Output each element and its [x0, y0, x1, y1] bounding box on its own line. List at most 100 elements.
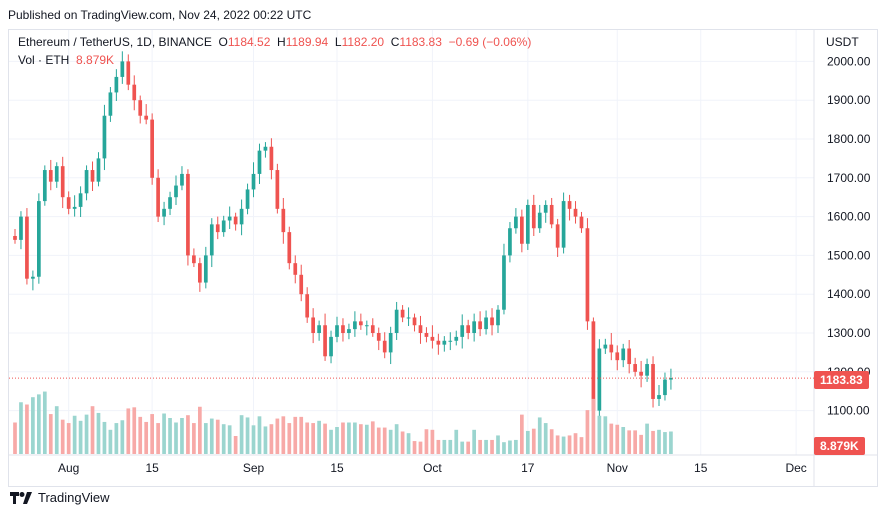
candle	[341, 325, 345, 333]
candle	[31, 276, 35, 279]
candle	[114, 76, 119, 93]
volume-bar	[25, 404, 29, 454]
candle	[263, 146, 268, 151]
volume-bar	[669, 431, 673, 454]
candle	[19, 216, 23, 240]
volume-bar	[561, 436, 566, 454]
volume-bar	[418, 441, 423, 454]
volume-bar	[353, 422, 357, 454]
volume-bar	[239, 415, 244, 454]
volume-bar	[496, 435, 500, 454]
low-label: L	[334, 35, 342, 49]
candle	[651, 364, 655, 399]
volume-bar	[72, 415, 77, 454]
tradingview-logo-icon	[10, 491, 32, 504]
candle	[257, 150, 262, 174]
volume-bar	[305, 422, 310, 454]
volume-bar	[388, 429, 393, 454]
candle	[531, 204, 536, 229]
low-value: 1182.20	[341, 35, 385, 49]
candle	[102, 115, 107, 159]
candle	[329, 336, 333, 357]
volume-bar	[370, 421, 375, 454]
candle	[323, 325, 327, 357]
candle	[502, 255, 506, 310]
candle	[669, 378, 673, 380]
candle	[364, 325, 369, 327]
volume-bar	[621, 427, 626, 454]
high-label: H	[277, 35, 286, 49]
candle	[138, 100, 143, 116]
volume-bar	[537, 417, 542, 454]
price-chart[interactable]: 1100.001200.001300.001400.001500.001600.…	[9, 30, 878, 486]
volume-bar	[651, 430, 655, 454]
candle	[430, 336, 435, 341]
candle	[543, 204, 548, 213]
volume-bar	[215, 419, 220, 454]
candle	[317, 325, 321, 333]
candle	[144, 115, 149, 120]
y-tick-label: 1800.00	[827, 132, 871, 146]
volume-bar	[263, 426, 268, 454]
volume-bar	[549, 429, 554, 454]
volume-bar	[84, 414, 89, 454]
volume-bar	[13, 422, 17, 454]
volume-bar	[394, 424, 399, 454]
volume-bar	[132, 407, 137, 454]
x-tick-label: 15	[694, 461, 708, 475]
currency-unit[interactable]: USDT	[826, 35, 859, 49]
y-tick-label: 1900.00	[827, 93, 871, 107]
volume-bar	[275, 418, 280, 454]
chart-frame	[8, 29, 878, 487]
volume-bar	[502, 442, 506, 454]
volume-bar	[567, 435, 572, 454]
volume-bar	[114, 423, 119, 454]
volume-bar	[412, 441, 417, 454]
candle	[633, 364, 637, 372]
volume-bar	[597, 415, 602, 454]
tradingview-brand[interactable]: TradingView	[10, 490, 110, 505]
volume-bar	[645, 423, 649, 454]
candle	[251, 173, 256, 190]
volume-bar	[525, 430, 530, 454]
candle	[60, 166, 65, 198]
candle	[555, 224, 560, 248]
x-tick-label: 15	[330, 461, 344, 475]
candle	[126, 61, 131, 85]
open-label: O	[218, 35, 228, 49]
candle	[221, 220, 226, 233]
candle	[174, 185, 178, 198]
candle	[227, 216, 232, 221]
candle	[287, 232, 292, 264]
symbol-label[interactable]: Ethereum / TetherUS, 1D, BINANCE	[18, 35, 212, 49]
x-tick-label: Dec	[785, 461, 806, 475]
candle	[627, 348, 632, 365]
volume-bar	[472, 429, 476, 454]
candle	[370, 325, 375, 333]
volume-bar	[299, 416, 304, 454]
candle	[621, 348, 626, 361]
volume-bar	[329, 429, 333, 454]
volume-bar	[48, 414, 53, 454]
y-tick-label: 1600.00	[827, 210, 871, 224]
volume-bar	[454, 429, 459, 454]
y-tick-label: 1700.00	[827, 171, 871, 185]
volume-bar	[663, 432, 667, 454]
candle	[275, 170, 280, 209]
candle	[66, 197, 71, 209]
volume-bar	[436, 439, 441, 454]
volume-bar	[162, 413, 166, 454]
candle	[496, 309, 500, 326]
y-tick-label: 2000.00	[827, 54, 871, 68]
candle	[454, 336, 459, 341]
candle	[394, 309, 399, 333]
candle	[466, 325, 471, 333]
volume-tag: 8.879K	[814, 437, 865, 455]
volume-bar	[168, 418, 172, 454]
candle	[37, 201, 41, 277]
volume-bar	[579, 437, 584, 454]
volume-bar	[543, 423, 548, 454]
candle	[13, 236, 17, 240]
candle	[359, 321, 363, 326]
volume-bar	[66, 423, 71, 454]
